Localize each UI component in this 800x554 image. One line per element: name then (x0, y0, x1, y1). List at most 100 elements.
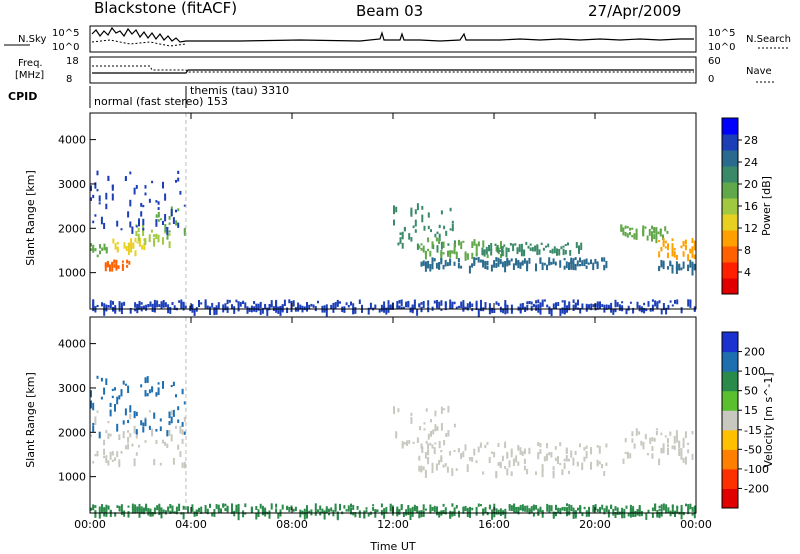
heatmap-cell (347, 305, 350, 308)
heatmap-cell (490, 451, 493, 454)
heatmap-cell (416, 437, 419, 443)
heatmap-cell (636, 301, 639, 306)
heatmap-cell (481, 247, 484, 256)
heatmap-cell (365, 510, 368, 513)
heatmap-cell (506, 304, 509, 308)
heatmap-cell (148, 410, 151, 413)
heatmap-cell (191, 304, 194, 308)
heatmap-cell (135, 411, 138, 417)
heatmap-cell (124, 383, 127, 386)
heatmap-cell (144, 440, 147, 443)
heatmap-cell (651, 299, 654, 302)
heatmap-cell (350, 503, 352, 508)
heatmap-cell (614, 512, 617, 518)
heatmap-cell (471, 264, 474, 268)
heatmap-cell (567, 242, 569, 246)
heatmap-cell (158, 503, 161, 511)
heatmap-cell (135, 231, 138, 237)
heatmap-cell (361, 308, 363, 313)
heatmap-cell (131, 226, 134, 234)
heatmap-cell (440, 300, 443, 306)
heatmap-cell (286, 506, 289, 509)
heatmap-cell (410, 412, 413, 416)
nave-trace (92, 65, 694, 73)
heatmap-cell (423, 225, 426, 231)
heatmap-cell (403, 442, 406, 445)
heatmap-cell (116, 423, 119, 432)
colorbar-swatch (722, 246, 738, 263)
heatmap-cell (224, 503, 227, 507)
heatmap-cell (170, 416, 173, 424)
heatmap-cell (107, 421, 110, 424)
heatmap-cell (662, 303, 665, 311)
colorbar-tick-label: -50 (744, 443, 762, 456)
heatmap-cell (497, 443, 500, 447)
heatmap-cell (515, 507, 518, 510)
heatmap-cell (506, 257, 509, 262)
heatmap-cell (508, 260, 511, 266)
nsky-tick-bottom: 10^0 (52, 42, 79, 53)
heatmap-cell (308, 510, 311, 514)
heatmap-cell (303, 508, 306, 512)
heatmap-cell (436, 245, 439, 253)
heatmap-cell (115, 265, 118, 271)
heatmap-cell (590, 303, 593, 311)
heatmap-cell (574, 511, 577, 519)
heatmap-cell (183, 461, 186, 469)
heatmap-cell (658, 505, 661, 509)
heatmap-cell (574, 450, 577, 455)
heatmap-cell (626, 233, 629, 238)
heatmap-cell (427, 265, 430, 269)
heatmap-cell (420, 243, 423, 246)
heatmap-cell (550, 261, 553, 265)
heatmap-cell (107, 460, 110, 466)
heatmap-cell (666, 230, 669, 234)
heatmap-cell (475, 300, 478, 307)
heatmap-cell (418, 510, 421, 519)
heatmap-cell (568, 304, 571, 308)
heatmap-cell (352, 308, 355, 314)
heatmap-cell (402, 512, 405, 517)
heatmap-cell (671, 238, 674, 242)
heatmap-cell (438, 511, 441, 516)
heatmap-cell (334, 304, 337, 310)
heatmap-cell (167, 307, 170, 314)
heatmap-cell (118, 509, 121, 512)
velocity-ylabel: Slant Range [km] (24, 372, 37, 468)
heatmap-cell (396, 301, 399, 308)
heatmap-cell (614, 308, 617, 313)
heatmap-cell (566, 503, 568, 507)
heatmap-cell (116, 220, 119, 227)
heatmap-cell (495, 257, 498, 262)
heatmap-cell (660, 246, 663, 252)
heatmap-cell (94, 454, 97, 457)
heatmap-cell (678, 448, 681, 456)
heatmap-cell (484, 263, 487, 269)
heatmap-cell (281, 304, 284, 311)
heatmap-cell (675, 434, 678, 443)
heatmap-cell (127, 242, 130, 248)
heatmap-cell (671, 304, 674, 307)
heatmap-cell (687, 442, 690, 445)
heatmap-cell (413, 507, 416, 512)
heatmap-cell (123, 244, 126, 249)
heatmap-cell (325, 506, 328, 514)
heatmap-cell (693, 254, 696, 260)
heatmap-cell (283, 299, 286, 306)
heatmap-cell (153, 458, 156, 466)
heatmap-cell (601, 304, 604, 308)
heatmap-cell (479, 259, 482, 263)
heatmap-cell (574, 263, 577, 271)
heatmap-cell (144, 418, 147, 427)
heatmap-cell (664, 246, 667, 249)
heatmap-cell (343, 505, 346, 509)
heatmap-cell (550, 308, 553, 317)
heatmap-cell (123, 510, 126, 517)
heatmap-cell (111, 193, 114, 201)
heatmap-cell (420, 465, 423, 473)
heatmap-cell (308, 304, 311, 310)
heatmap-cell (667, 438, 669, 444)
heatmap-cell (667, 507, 670, 513)
heatmap-cell (585, 258, 588, 265)
heatmap-cell (435, 262, 438, 269)
